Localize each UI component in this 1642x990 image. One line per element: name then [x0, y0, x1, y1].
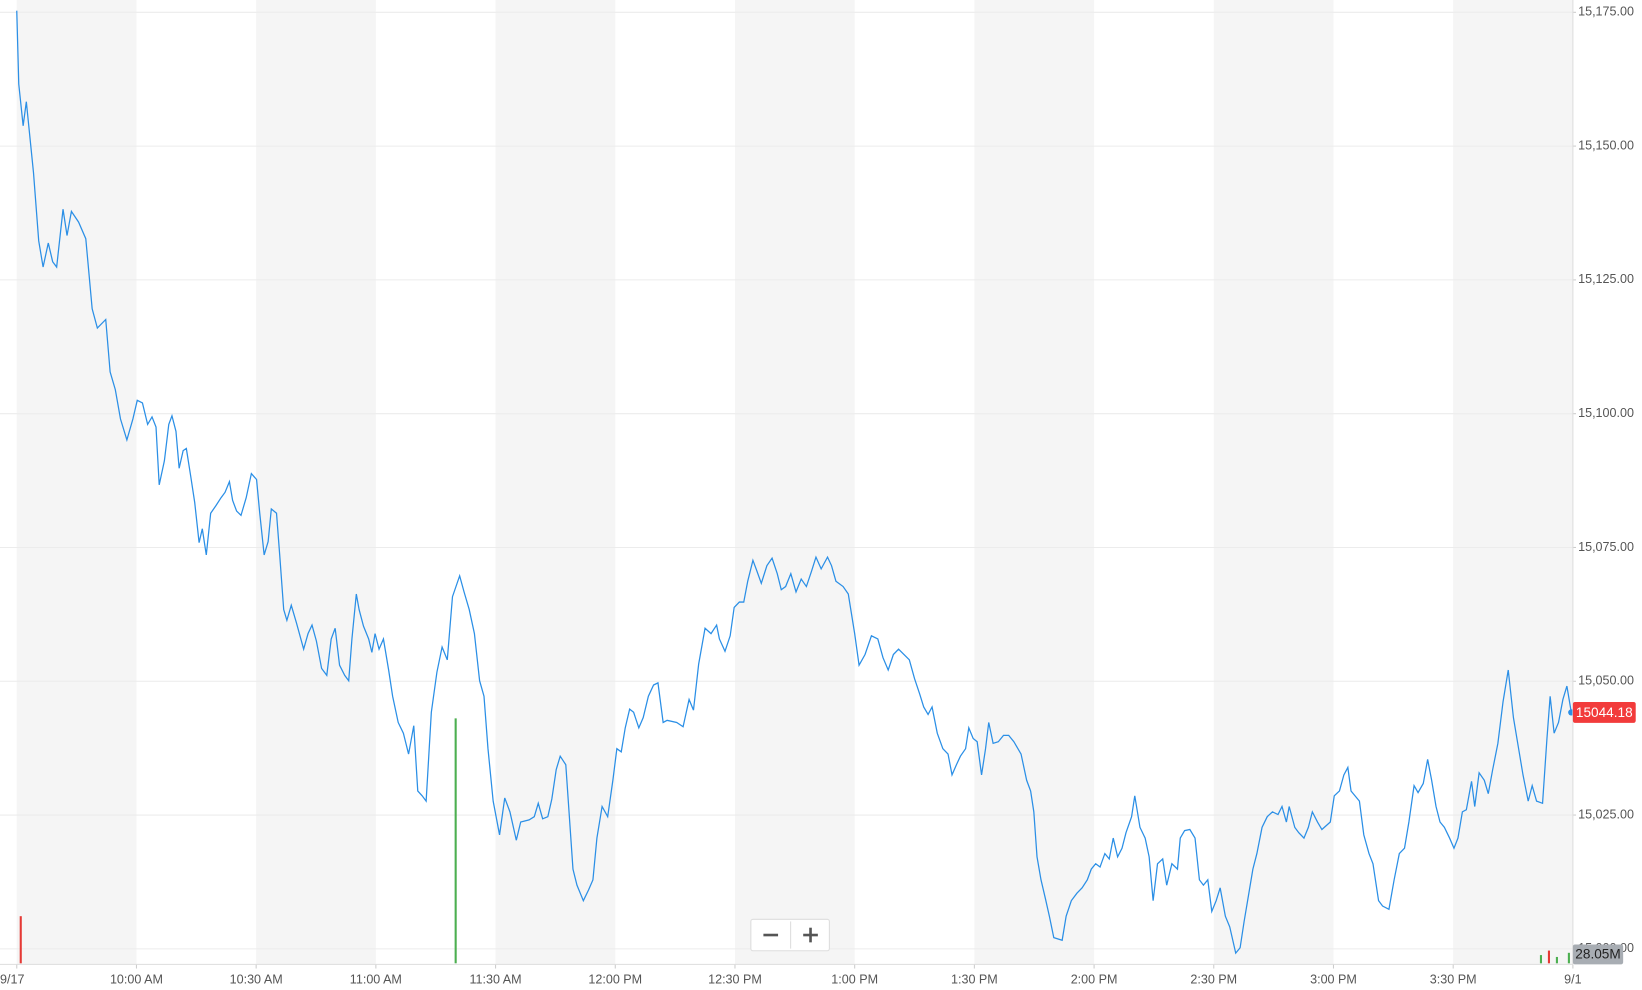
last-price-box	[1572, 701, 1636, 723]
x-tick-label: 1:30 PM	[951, 972, 998, 986]
x-tick-label: 3:30 PM	[1430, 972, 1477, 986]
zoom-controls	[750, 918, 830, 952]
y-tick-label: 15,050.00	[1578, 674, 1634, 688]
labels: 15,000.0015,025.0015,050.0015,075.0015,1…	[0, 5, 1636, 986]
x-tick-label: 11:00 AM	[350, 972, 402, 986]
x-tick-label: 2:00 PM	[1071, 972, 1118, 986]
volume-bar	[1539, 955, 1543, 964]
y-tick-label: 15,150.00	[1578, 138, 1634, 152]
band	[734, 0, 855, 965]
grid	[0, 11, 1577, 969]
x-tick-label: 12:30 PM	[708, 972, 762, 986]
y-tick-label: 15,125.00	[1578, 272, 1634, 286]
x-tick-label: 10:30 AM	[230, 972, 283, 986]
x-tick-label: 3:00 PM	[1310, 972, 1357, 986]
x-tick-label: 2:30 PM	[1190, 972, 1237, 986]
x-tick-label: 9/17	[0, 972, 24, 986]
volume-label-box	[1572, 944, 1624, 965]
x-tick-label: 11:30 AM	[470, 972, 522, 986]
x-tick-label: 9/1	[1564, 972, 1581, 986]
bands	[16, 0, 1573, 965]
volume-bar	[1567, 952, 1570, 964]
band	[256, 0, 376, 965]
band	[16, 0, 137, 965]
volume-bar	[454, 718, 457, 964]
y-tick-label: 15,075.00	[1578, 540, 1634, 554]
y-tick-label: 15,100.00	[1578, 406, 1634, 420]
x-tick-label: 12:00 PM	[588, 972, 642, 986]
volume-bar	[1547, 950, 1550, 964]
volume-bar	[1555, 956, 1558, 964]
x-tick-label: 10:00 AM	[110, 972, 163, 986]
y-tick-label: 15,025.00	[1578, 807, 1634, 821]
band	[974, 0, 1095, 965]
y-tick-label: 15,175.00	[1578, 5, 1634, 19]
volume-bar	[19, 916, 22, 964]
band	[495, 0, 616, 965]
volume	[19, 718, 1570, 964]
zoom-in-button[interactable]	[803, 927, 818, 943]
band	[1213, 0, 1334, 965]
price-line	[16, 10, 1572, 955]
volume-label: 28.05M	[1575, 947, 1620, 962]
band	[1453, 0, 1573, 965]
last-price-label: 15044.18	[1576, 705, 1633, 720]
x-tick-label: 1:00 PM	[831, 972, 878, 986]
